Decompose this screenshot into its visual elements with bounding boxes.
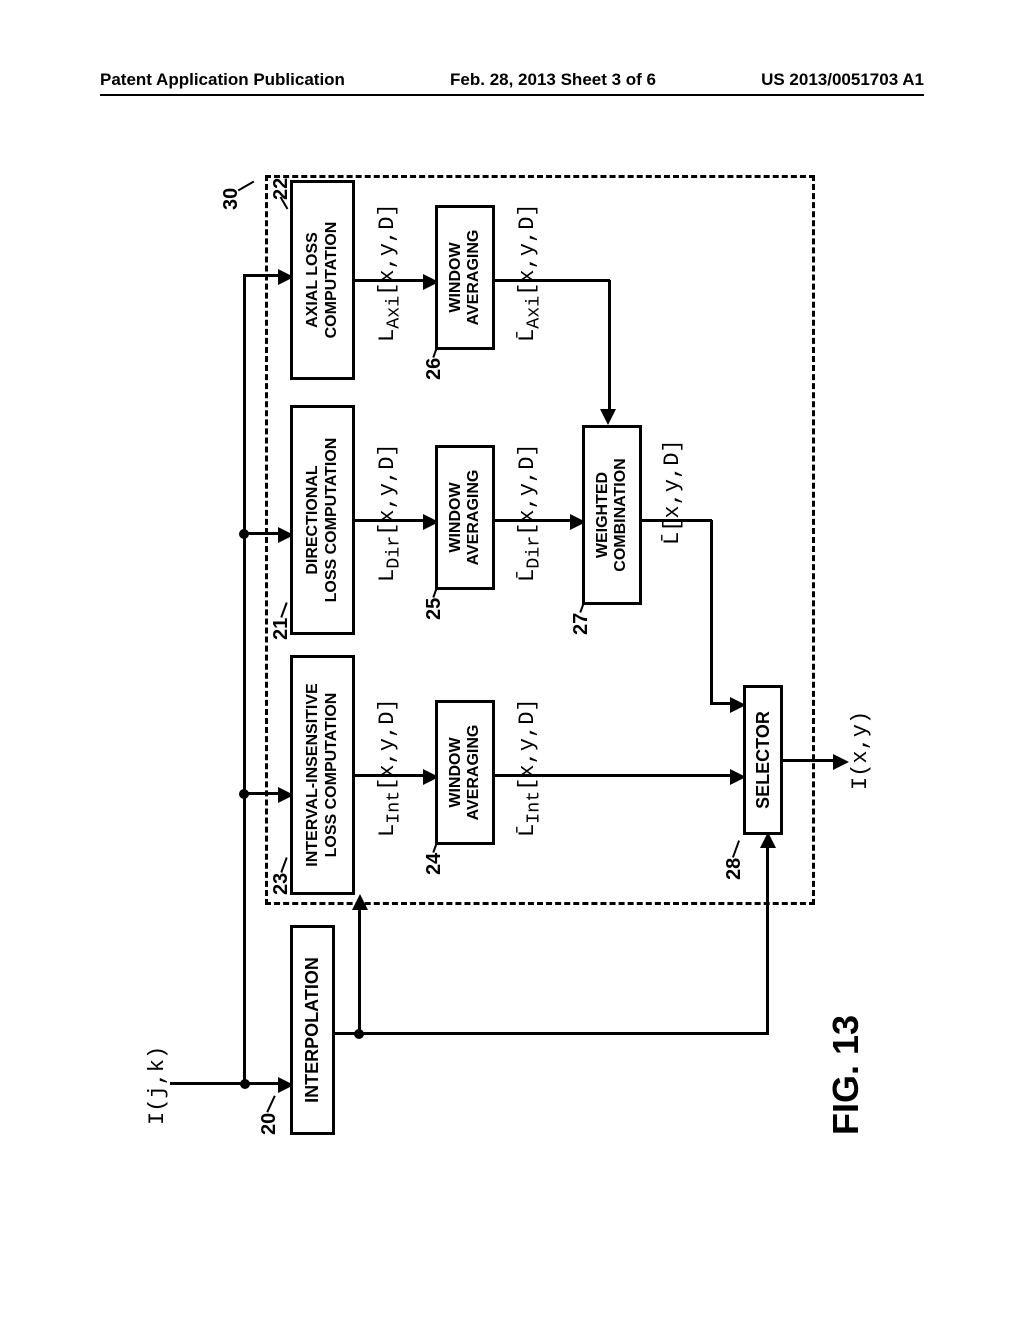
page: Patent Application Publication Feb. 28, … — [0, 0, 1024, 1320]
block-win-axi: WINDOW AVERAGING — [435, 205, 495, 350]
figure-caption: FIG. 13 — [825, 1015, 867, 1135]
sig-l-dir: LDir[x,y,D] — [375, 443, 404, 582]
input-signal: I(j,k) — [145, 1046, 170, 1125]
block-weighted-label: WEIGHTED COMBINATION — [594, 458, 631, 571]
wire-win-axi-out-h — [608, 280, 611, 412]
block-win-int: WINDOW AVERAGING — [435, 700, 495, 845]
block-axial-loss-label: AXIAL LOSS COMPUTATION — [304, 222, 341, 339]
output-signal: I(x,y) — [848, 711, 873, 790]
block-directional-loss-label: DIRECTIONAL LOSS COMPUTATION — [304, 438, 341, 603]
block-interval-loss-label: INTERVAL-INSENSITIVE LOSS COMPUTATION — [304, 683, 341, 866]
block-interval-loss: INTERVAL-INSENSITIVE LOSS COMPUTATION — [290, 655, 355, 895]
sig-lbar-combined: L̄[x,y,D] — [660, 439, 685, 545]
header-left: Patent Application Publication — [100, 70, 345, 90]
block-weighted: WEIGHTED COMBINATION — [582, 425, 642, 605]
block-selector-label: SELECTOR — [753, 711, 774, 809]
block-axial-loss: AXIAL LOSS COMPUTATION — [290, 180, 355, 380]
header-right: US 2013/0051703 A1 — [761, 70, 924, 90]
block-win-int-label: WINDOW AVERAGING — [447, 725, 484, 821]
ref-weighted: 27 — [570, 613, 593, 635]
ref-group-leader — [238, 181, 255, 192]
patent-header: Patent Application Publication Feb. 28, … — [100, 70, 924, 96]
wire-interp-to-selector-h — [766, 845, 769, 1035]
wire-win-int-out2 — [605, 774, 735, 777]
ref-selector: 28 — [723, 858, 746, 880]
ref-win-int: 24 — [423, 853, 446, 875]
ref-win-dir: 25 — [423, 598, 446, 620]
block-directional-loss: DIRECTIONAL LOSS COMPUTATION — [290, 405, 355, 635]
block-selector: SELECTOR — [743, 685, 783, 835]
ref-win-axi: 26 — [423, 358, 446, 380]
arrow-interp-to-interval-icon — [352, 894, 368, 910]
wire-interp-out-h — [358, 907, 361, 1035]
wire-interp-to-selector-v — [358, 1032, 768, 1035]
sig-lbar-axi: L̄Axi[x,y,D] — [515, 203, 544, 342]
wire-to-interp — [243, 1082, 283, 1085]
sig-lbar-int: L̄Int[x,y,D] — [515, 698, 544, 837]
wire-input — [170, 1082, 245, 1085]
sig-l-int: LInt[x,y,D] — [375, 698, 404, 837]
block-interpolation: INTERPOLATION — [290, 925, 335, 1135]
wire-top-bus — [243, 275, 246, 1085]
block-win-dir-label: WINDOW AVERAGING — [447, 470, 484, 566]
sig-lbar-dir: L̄Dir[x,y,D] — [515, 443, 544, 582]
arrow-output-icon — [833, 754, 849, 770]
wire-weighted-out-h — [710, 520, 713, 702]
wire-output — [783, 759, 838, 762]
ref-interp: 20 — [258, 1113, 281, 1135]
arrow-axi-to-weighted-icon — [600, 409, 616, 425]
block-interpolation-label: INTERPOLATION — [302, 957, 323, 1103]
ref-group: 30 — [220, 188, 243, 210]
figure-13: I(j,k) 20 INTERPOLATION 30 23 — [170, 135, 870, 1135]
ref-interp-leader — [266, 1095, 275, 1112]
header-center: Feb. 28, 2013 Sheet 3 of 6 — [450, 70, 656, 90]
block-win-dir: WINDOW AVERAGING — [435, 445, 495, 590]
wire-win-int-out1 — [495, 774, 605, 777]
wire-win-axi-out-v — [495, 279, 610, 282]
block-win-axi-label: WINDOW AVERAGING — [447, 230, 484, 326]
sig-l-axi: LAxi[x,y,D] — [375, 203, 404, 342]
